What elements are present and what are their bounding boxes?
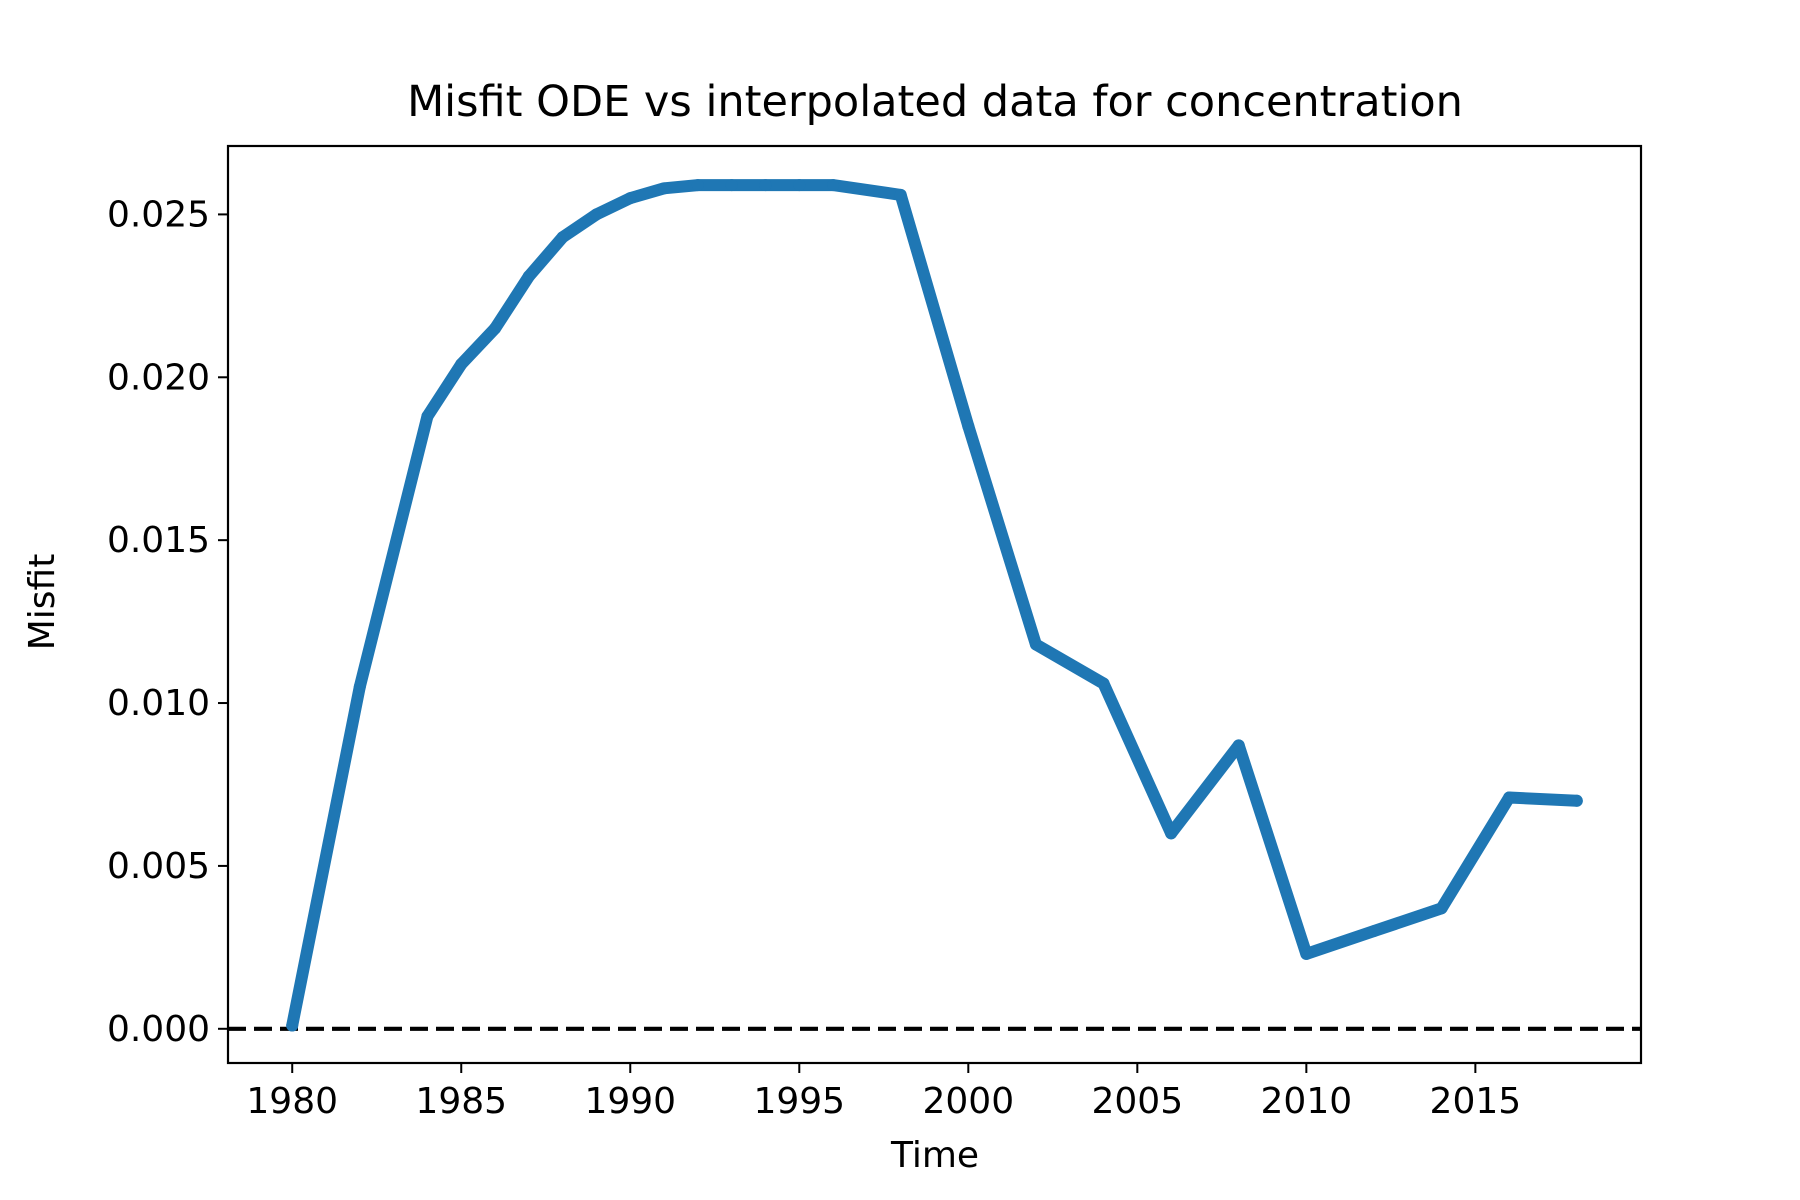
y-tick-label: 0.020	[107, 357, 210, 398]
data-point	[962, 420, 975, 433]
data-point	[522, 270, 535, 283]
x-tick-label: 2005	[1092, 1081, 1184, 1122]
data-point	[894, 188, 907, 201]
data-point	[1097, 677, 1110, 690]
data-point	[590, 208, 603, 221]
data-point	[725, 179, 738, 192]
x-tick-label: 1985	[415, 1081, 507, 1122]
y-tick-label: 0.025	[107, 194, 210, 235]
data-point	[1570, 794, 1583, 807]
data-point	[353, 680, 366, 693]
x-axis-label: Time	[890, 1135, 979, 1176]
data-point	[658, 182, 671, 195]
x-tick-label: 2010	[1261, 1081, 1353, 1122]
data-point	[1029, 638, 1042, 651]
x-tick-label: 1995	[753, 1081, 845, 1122]
y-tick-label: 0.015	[107, 520, 210, 561]
plot-area: 1980 1985 1990 1995 2000 2005 2010 2015 0.000 0.0…	[107, 144, 1643, 1122]
x-tick-label: 1990	[584, 1081, 676, 1122]
data-point	[691, 179, 704, 192]
y-tick-label: 0.000	[107, 1009, 210, 1050]
data-point	[489, 322, 502, 335]
y-tick-label: 0.005	[107, 846, 210, 887]
data-point	[1435, 902, 1448, 915]
data-point	[1367, 925, 1380, 938]
series-line-1	[286, 179, 1583, 1032]
data-point	[1503, 791, 1516, 804]
data-point	[1232, 739, 1245, 752]
data-point	[1300, 947, 1313, 960]
axes-frame	[226, 144, 1643, 1065]
data-point	[759, 179, 772, 192]
y-axis-label: Misfit	[22, 554, 63, 651]
x-tick-label: 1980	[246, 1081, 338, 1122]
data-point	[827, 179, 840, 192]
data-point	[1165, 827, 1178, 840]
data-point	[556, 231, 569, 244]
data-point	[455, 358, 468, 371]
y-tick-label: 0.010	[107, 683, 210, 724]
data-point	[286, 1019, 299, 1032]
x-tick-label: 2015	[1430, 1081, 1522, 1122]
data-point	[624, 192, 637, 205]
x-tick-label: 2000	[922, 1081, 1014, 1122]
chart-title: Misfit ODE vs interpolated data for conc…	[407, 77, 1463, 127]
data-point	[793, 179, 806, 192]
data-point	[421, 410, 434, 423]
